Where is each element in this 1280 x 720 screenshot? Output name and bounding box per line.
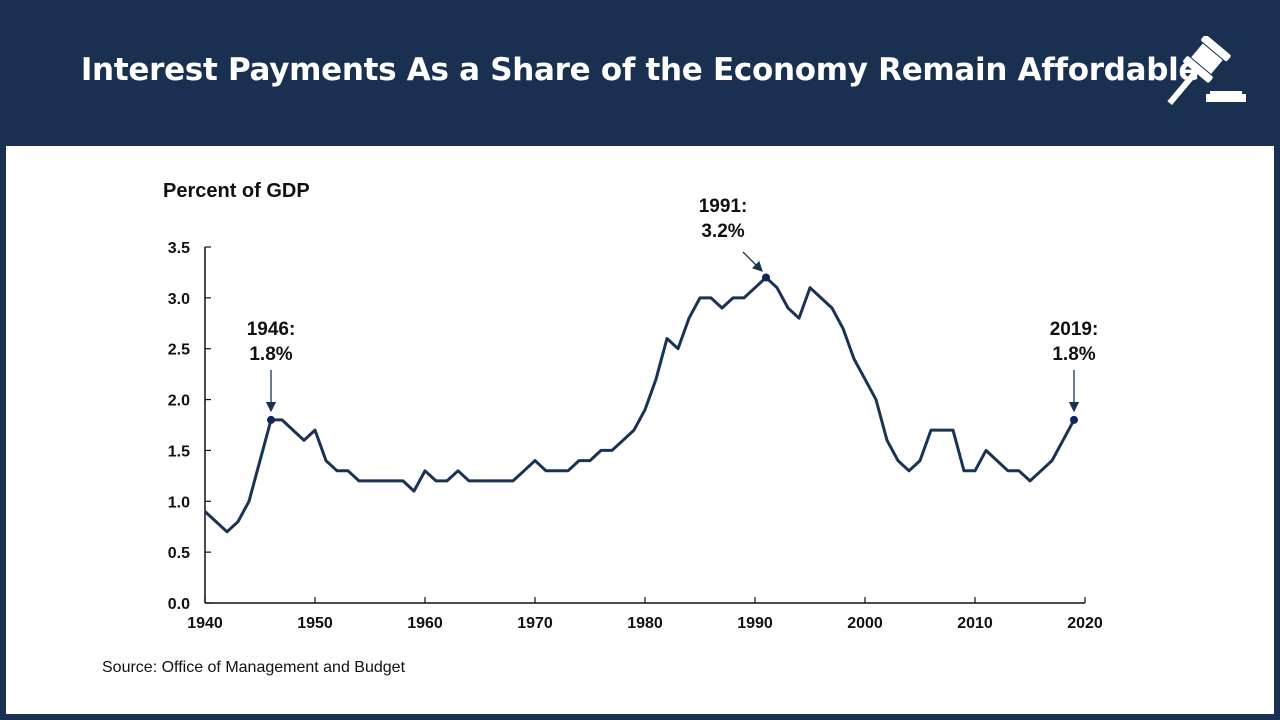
x-tick-label: 1940 (187, 615, 223, 632)
x-tick-label: 1970 (517, 615, 553, 632)
x-tick-label: 1960 (407, 615, 443, 632)
annotation-year: 2019: (1050, 319, 1099, 340)
x-tick-label: 2010 (957, 615, 993, 632)
y-tick-label: 1.5 (168, 443, 190, 460)
y-tick-label: 0.5 (168, 545, 190, 562)
x-tick-label: 2000 (847, 615, 883, 632)
x-tick-label: 2020 (1067, 615, 1103, 632)
chart-panel (6, 146, 1274, 714)
annotation-year: 1991: (699, 196, 748, 217)
y-tick-label: 3.5 (168, 240, 190, 257)
chart-title: Interest Payments As a Share of the Econ… (80, 52, 1200, 88)
gavel-icon (1167, 36, 1246, 106)
source-note: Source: Office of Management and Budget (102, 659, 406, 676)
y-tick-label: 1.0 (168, 494, 190, 511)
annotation-point (267, 415, 275, 424)
x-tick-label: 1950 (297, 615, 333, 632)
y-tick-label: 3.0 (168, 291, 190, 308)
y-tick-label: 2.5 (168, 342, 190, 359)
data-line (203, 276, 1076, 534)
annotation-value: 1.8% (249, 344, 292, 365)
annotation-year: 1946: (247, 319, 296, 340)
x-tick-label: 1990 (737, 615, 773, 632)
y-tick-label: 0.0 (168, 596, 190, 613)
annotation-point (1070, 415, 1078, 424)
annotation-point (762, 273, 770, 282)
x-tick-label: 1980 (627, 615, 663, 632)
y-axis-label: Percent of GDP (163, 180, 310, 202)
y-tick-label: 2.0 (168, 393, 190, 410)
annotation-value: 3.2% (701, 221, 744, 242)
annotation-arrow (742, 251, 763, 272)
header-bar: Interest Payments As a Share of the Econ… (0, 0, 1280, 140)
annotation-value: 1.8% (1052, 344, 1095, 365)
